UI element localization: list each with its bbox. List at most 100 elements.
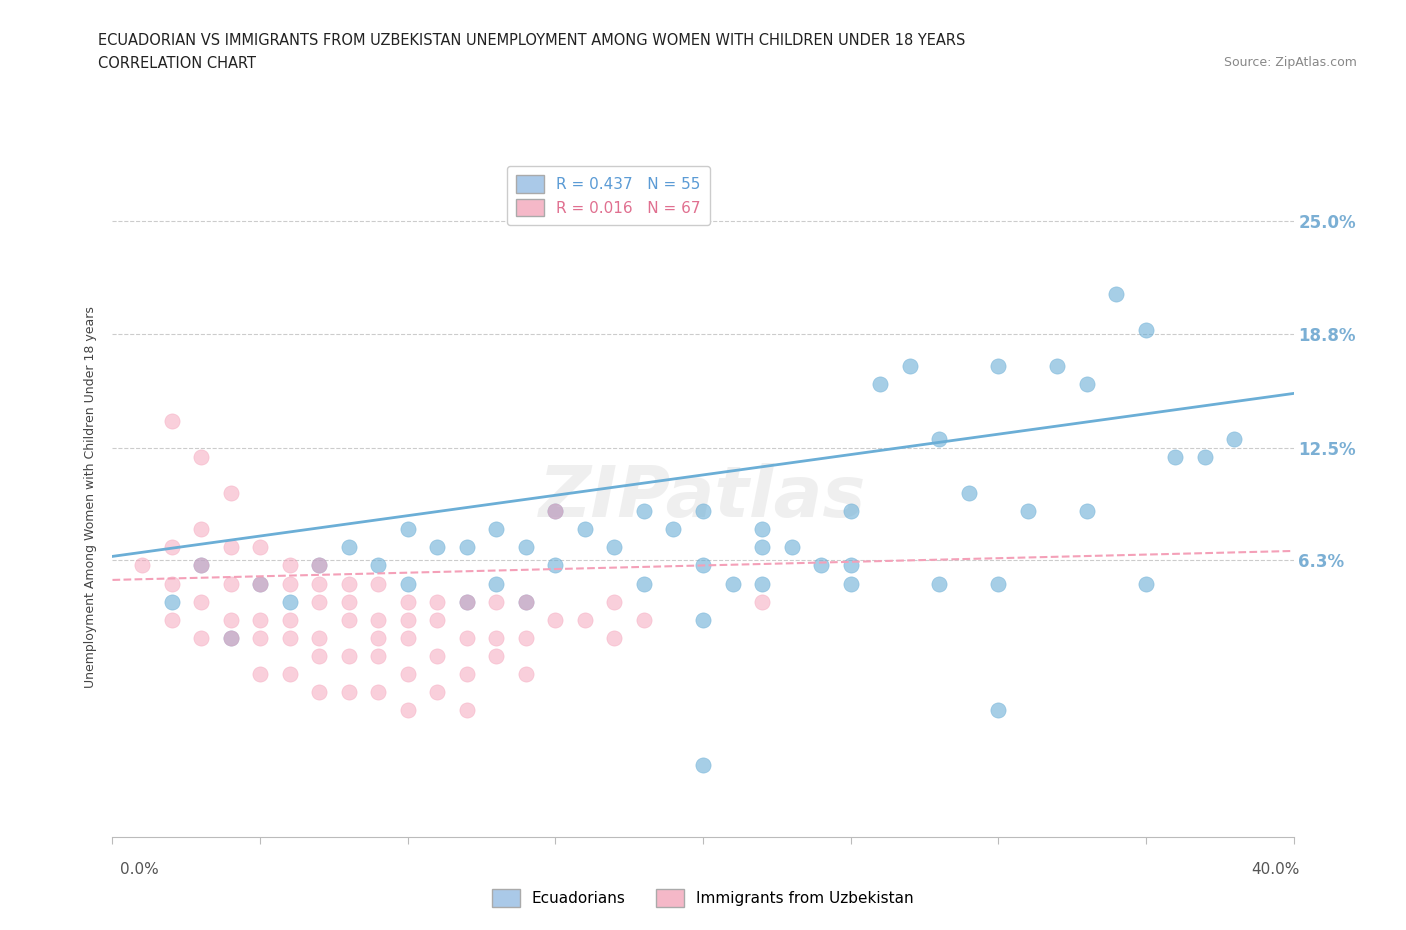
Point xyxy=(190,558,212,573)
Point xyxy=(131,558,153,573)
Point xyxy=(692,757,714,772)
Point xyxy=(219,540,242,555)
Point xyxy=(515,594,537,609)
Point xyxy=(426,540,449,555)
Point xyxy=(1164,449,1187,464)
Point xyxy=(456,540,478,555)
Point xyxy=(396,594,419,609)
Point xyxy=(367,684,389,699)
Point xyxy=(249,576,271,591)
Point xyxy=(396,576,419,591)
Point xyxy=(515,540,537,555)
Point xyxy=(337,612,360,627)
Point xyxy=(278,631,301,645)
Point xyxy=(190,558,212,573)
Point xyxy=(219,485,242,500)
Point xyxy=(219,612,242,627)
Point xyxy=(574,612,596,627)
Point xyxy=(544,504,567,519)
Point xyxy=(721,576,744,591)
Point xyxy=(160,576,183,591)
Point xyxy=(367,576,389,591)
Point xyxy=(308,576,330,591)
Point xyxy=(544,558,567,573)
Point xyxy=(928,576,950,591)
Point xyxy=(396,631,419,645)
Point xyxy=(367,558,389,573)
Point xyxy=(898,359,921,374)
Point xyxy=(603,594,626,609)
Text: ECUADORIAN VS IMMIGRANTS FROM UZBEKISTAN UNEMPLOYMENT AMONG WOMEN WITH CHILDREN : ECUADORIAN VS IMMIGRANTS FROM UZBEKISTAN… xyxy=(98,33,966,47)
Point xyxy=(987,703,1010,718)
Point xyxy=(839,576,862,591)
Point xyxy=(692,558,714,573)
Point xyxy=(278,594,301,609)
Point xyxy=(308,558,330,573)
Text: ZIPatlas: ZIPatlas xyxy=(540,463,866,532)
Point xyxy=(1194,449,1216,464)
Point xyxy=(396,612,419,627)
Text: 0.0%: 0.0% xyxy=(120,862,159,877)
Point xyxy=(633,576,655,591)
Point xyxy=(337,684,360,699)
Point xyxy=(1076,504,1098,519)
Point xyxy=(249,631,271,645)
Point xyxy=(987,359,1010,374)
Point xyxy=(456,703,478,718)
Point xyxy=(190,449,212,464)
Point xyxy=(456,667,478,682)
Y-axis label: Unemployment Among Women with Children Under 18 years: Unemployment Among Women with Children U… xyxy=(83,307,97,688)
Point xyxy=(367,648,389,663)
Point xyxy=(219,631,242,645)
Point xyxy=(751,522,773,537)
Point xyxy=(544,612,567,627)
Point xyxy=(574,522,596,537)
Text: 40.0%: 40.0% xyxy=(1251,862,1299,877)
Point xyxy=(426,684,449,699)
Point xyxy=(485,576,508,591)
Point xyxy=(160,540,183,555)
Point xyxy=(190,522,212,537)
Point xyxy=(633,504,655,519)
Point xyxy=(957,485,980,500)
Point xyxy=(337,576,360,591)
Point xyxy=(1223,432,1246,446)
Point xyxy=(396,703,419,718)
Point xyxy=(633,612,655,627)
Point xyxy=(1105,286,1128,301)
Point xyxy=(780,540,803,555)
Point xyxy=(456,631,478,645)
Point xyxy=(515,594,537,609)
Point xyxy=(485,522,508,537)
Point xyxy=(337,540,360,555)
Legend: R = 0.437   N = 55, R = 0.016   N = 67: R = 0.437 N = 55, R = 0.016 N = 67 xyxy=(508,166,710,225)
Point xyxy=(869,377,891,392)
Point xyxy=(249,667,271,682)
Point xyxy=(190,631,212,645)
Point xyxy=(308,684,330,699)
Point xyxy=(219,576,242,591)
Point xyxy=(1046,359,1069,374)
Point xyxy=(278,612,301,627)
Point xyxy=(515,631,537,645)
Point xyxy=(544,504,567,519)
Point xyxy=(278,667,301,682)
Point xyxy=(839,504,862,519)
Point xyxy=(396,522,419,537)
Text: Source: ZipAtlas.com: Source: ZipAtlas.com xyxy=(1223,56,1357,69)
Point xyxy=(249,612,271,627)
Point xyxy=(928,432,950,446)
Point xyxy=(603,631,626,645)
Point xyxy=(190,594,212,609)
Point xyxy=(308,648,330,663)
Point xyxy=(249,540,271,555)
Point xyxy=(426,594,449,609)
Point xyxy=(515,667,537,682)
Point xyxy=(426,648,449,663)
Point xyxy=(308,558,330,573)
Point xyxy=(662,522,685,537)
Point xyxy=(367,612,389,627)
Point xyxy=(485,648,508,663)
Point xyxy=(396,667,419,682)
Point xyxy=(1135,576,1157,591)
